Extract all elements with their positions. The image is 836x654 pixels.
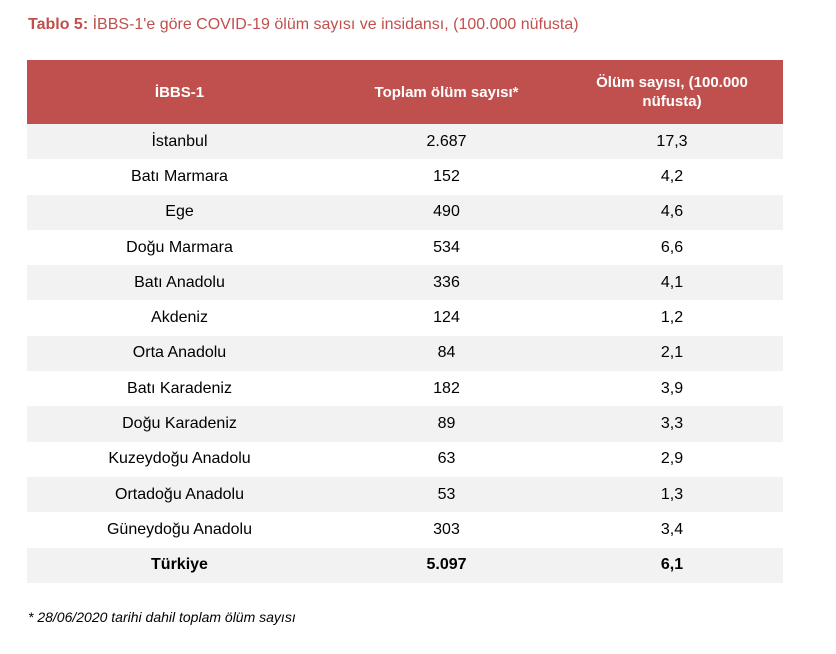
cell-total-deaths: 124 [332,300,561,336]
cell-region: Batı Marmara [27,159,332,195]
table-caption-label: Tablo 5: [28,16,89,33]
cell-deaths-per-100k: 3,3 [561,406,783,442]
cell-region: Doğu Marmara [27,229,332,266]
table-row: İstanbul 2.687 17,3 [27,124,783,160]
cell-deaths-per-100k: 3,9 [561,371,783,407]
cell-deaths-per-100k: 1,2 [561,300,783,336]
cell-region: Orta Anadolu [27,335,332,372]
table-caption-text: İBBS-1'e göre COVID-19 ölüm sayısı ve in… [88,16,579,33]
cell-deaths-per-100k: 2,1 [561,335,783,372]
table-row: Ortadoğu Anadolu 53 1,3 [27,476,783,513]
table-row: Batı Marmara 152 4,2 [27,159,783,195]
cell-total-deaths: 53 [332,476,561,513]
table-footnote: * 28/06/2020 tarihi dahil toplam ölüm sa… [28,609,296,625]
table-total-row: Türkiye 5.097 6,1 [27,547,783,583]
cell-total-deaths: 336 [332,265,561,301]
cell-total-deaths: 5.097 [332,547,561,583]
cell-deaths-per-100k: 4,1 [561,265,783,301]
cell-region: Akdeniz [27,300,332,336]
table-row: Orta Anadolu 84 2,1 [27,335,783,372]
header-region: İBBS-1 [27,60,332,124]
cell-region: Ege [27,194,332,230]
cell-total-deaths: 534 [332,229,561,266]
cell-region: Doğu Karadeniz [27,406,332,442]
cell-region: Güneydoğu Anadolu [27,512,332,548]
cell-total-deaths: 2.687 [332,124,561,160]
cell-region: Ortadoğu Anadolu [27,476,332,513]
cell-total-deaths: 303 [332,512,561,548]
table-row: Güneydoğu Anadolu 303 3,4 [27,512,783,548]
header-deaths-per-100k: Ölüm sayısı, (100.000 nüfusta) [561,60,783,124]
cell-region: Kuzeydoğu Anadolu [27,441,332,477]
cell-region: İstanbul [27,124,332,160]
cell-deaths-per-100k: 2,9 [561,441,783,477]
cell-deaths-per-100k: 6,1 [561,547,783,583]
table-caption: Tablo 5: İBBS-1'e göre COVID-19 ölüm say… [28,16,579,34]
cell-deaths-per-100k: 1,3 [561,476,783,513]
table-header-row: İBBS-1 Toplam ölüm sayısı* Ölüm sayısı, … [27,60,783,124]
cell-total-deaths: 490 [332,194,561,230]
cell-deaths-per-100k: 3,4 [561,512,783,548]
covid-death-table: İBBS-1 Toplam ölüm sayısı* Ölüm sayısı, … [27,60,783,583]
cell-deaths-per-100k: 17,3 [561,124,783,160]
table-row: Batı Anadolu 336 4,1 [27,265,783,301]
cell-deaths-per-100k: 4,2 [561,159,783,195]
table-row: Kuzeydoğu Anadolu 63 2,9 [27,441,783,477]
table-row: Doğu Karadeniz 89 3,3 [27,406,783,442]
cell-region: Batı Karadeniz [27,371,332,407]
table-row: Akdeniz 124 1,2 [27,300,783,336]
cell-total-deaths: 152 [332,159,561,195]
cell-region: Batı Anadolu [27,265,332,301]
cell-total-deaths: 84 [332,335,561,372]
cell-deaths-per-100k: 4,6 [561,194,783,230]
table-row: Batı Karadeniz 182 3,9 [27,371,783,407]
header-total-deaths: Toplam ölüm sayısı* [332,60,561,124]
cell-total-deaths: 89 [332,406,561,442]
cell-total-deaths: 63 [332,441,561,477]
table-row: Doğu Marmara 534 6,6 [27,229,783,266]
table-row: Ege 490 4,6 [27,194,783,230]
cell-region: Türkiye [27,547,332,583]
cell-total-deaths: 182 [332,371,561,407]
cell-deaths-per-100k: 6,6 [561,229,783,266]
